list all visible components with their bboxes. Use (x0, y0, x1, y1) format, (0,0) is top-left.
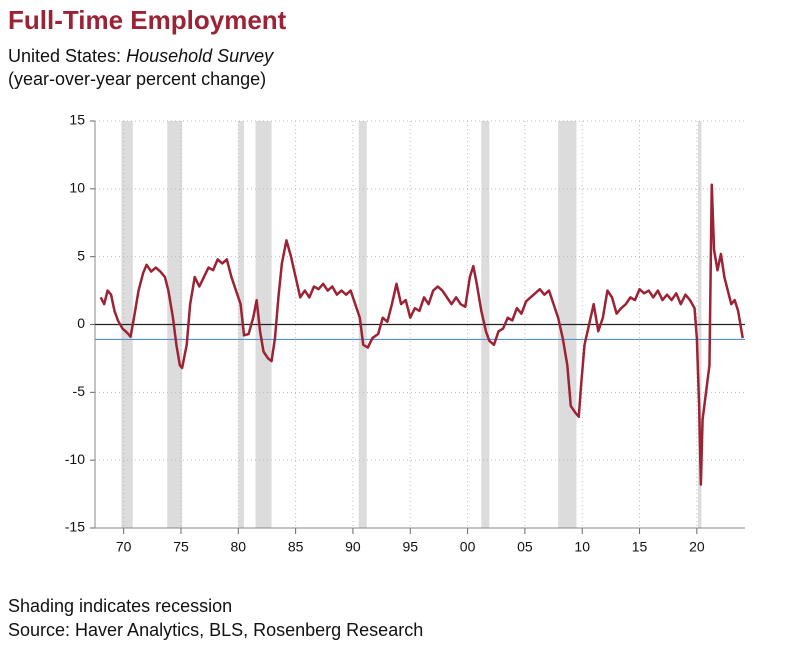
data-line (99, 183, 744, 486)
x-tick-label: 70 (116, 539, 132, 555)
subtitle-text: United States: (8, 46, 121, 66)
x-tick-label: 00 (460, 539, 476, 555)
x-tick-label: 10 (574, 539, 590, 555)
x-tick-label: 80 (231, 539, 247, 555)
y-tick-label: 0 (77, 315, 85, 331)
y-tick-label: 15 (69, 112, 85, 128)
annotation: Shading indicates recession (8, 596, 232, 616)
chart-title: Full-Time Employment (8, 5, 287, 35)
y-tick-label: -15 (65, 519, 85, 535)
y-tick-label: 10 (69, 180, 85, 196)
annotation: Source: Haver Analytics, BLS, Rosenberg … (8, 620, 423, 640)
subtitle-italic: Household Survey (126, 46, 274, 66)
y-tick-label: 5 (77, 247, 85, 263)
x-tick-label: 15 (632, 539, 648, 555)
y-axis-label: (year-over-year percent change) (8, 69, 266, 89)
chart-subtitle: United States: Household Survey (8, 46, 274, 66)
x-tick-label: 85 (288, 539, 304, 555)
x-tick-label: 90 (345, 539, 361, 555)
y-tick-label: -5 (73, 383, 86, 399)
x-tick-label: 20 (689, 539, 705, 555)
x-tick-label: 95 (402, 539, 418, 555)
x-tick-label: 75 (173, 539, 189, 555)
x-tick-label: 05 (517, 539, 533, 555)
y-tick-label: -10 (65, 451, 85, 467)
